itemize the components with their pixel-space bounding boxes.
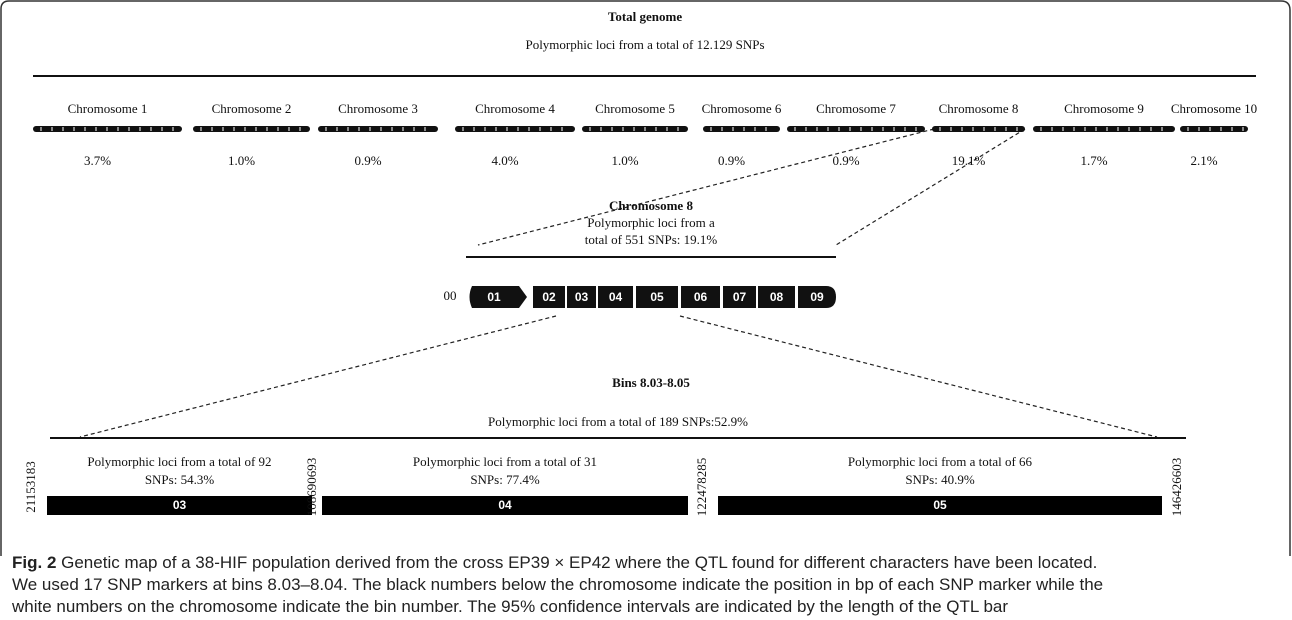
caption-line: We used 17 SNP markers at bins 8.03–8.04… — [12, 575, 1103, 594]
position: 146426603 — [1169, 458, 1184, 517]
chromosome-label: Chromosome 1 — [68, 101, 148, 116]
segment-line: Polymorphic loci from a total of 31 — [413, 454, 597, 469]
bin-label: 07 — [733, 290, 747, 304]
segment-line: SNPs: 40.9% — [905, 472, 975, 487]
title: Total genome — [608, 9, 682, 24]
bin-label: 08 — [770, 290, 784, 304]
position: 108690693 — [304, 458, 319, 517]
percent: 19.1% — [952, 153, 986, 168]
region-subtitle: Polymorphic loci from a total of 189 SNP… — [488, 414, 748, 429]
caption-line: Genetic map of a 38-HIF population deriv… — [56, 553, 1097, 572]
percent: 0.9% — [354, 153, 381, 168]
position: 122478285 — [694, 458, 709, 517]
percent: 2.1% — [1190, 153, 1217, 168]
caption-label: Fig. 2 — [12, 553, 56, 572]
caption-line: white numbers on the chromosome indicate… — [11, 597, 1008, 616]
figure: Total genome Polymorphic loci from a tot… — [0, 0, 1292, 620]
segment-line: SNPs: 77.4% — [470, 472, 540, 487]
zoom-lines — [80, 129, 1157, 437]
chromosome — [703, 126, 780, 132]
detail-title: Chromosome 8 — [609, 198, 693, 213]
chromosome — [932, 126, 1025, 132]
percent: 1.0% — [228, 153, 255, 168]
percent: 0.9% — [718, 153, 745, 168]
bin-label: 02 — [542, 290, 556, 304]
segment-line: SNPs: 54.3% — [145, 472, 215, 487]
detail-line: Polymorphic loci from a — [587, 215, 715, 230]
bin-start: 00 — [444, 288, 457, 303]
segment-bin: 03 — [173, 498, 187, 512]
chromosome — [318, 126, 438, 132]
chromosome-label: Chromosome 6 — [702, 101, 782, 116]
chromosome-label: Chromosome 7 — [816, 101, 896, 116]
bin-label: 05 — [650, 290, 664, 304]
percent: 1.0% — [611, 153, 638, 168]
chromosome — [455, 126, 575, 132]
chromosome — [582, 126, 688, 132]
bin-label: 03 — [575, 290, 589, 304]
subtitle: Polymorphic loci from a total of 12.129 … — [525, 37, 764, 52]
bin-label: 01 — [487, 290, 501, 304]
chromosome-label: Chromosome 2 — [212, 101, 292, 116]
chromosome-label: Chromosome 5 — [595, 101, 675, 116]
chromosome-label: Chromosome 9 — [1064, 101, 1144, 116]
chromosome-label: Chromosome 3 — [338, 101, 418, 116]
caption: Fig. 2 Genetic map of a 38-HIF populatio… — [12, 553, 1097, 572]
detail-line: total of 551 SNPs: 19.1% — [585, 232, 718, 247]
percent: 1.7% — [1080, 153, 1107, 168]
bin-label: 04 — [609, 290, 623, 304]
chromosome-label: Chromosome 10 — [1171, 101, 1257, 116]
chromosome — [1033, 126, 1175, 132]
chromosome-label: Chromosome 4 — [475, 101, 555, 116]
segment-line: Polymorphic loci from a total of 92 — [87, 454, 271, 469]
chromosome — [193, 126, 310, 132]
chromosome — [1180, 126, 1248, 132]
chromosome-label: Chromosome 8 — [939, 101, 1019, 116]
segment-bin: 05 — [933, 498, 947, 512]
percent: 0.9% — [832, 153, 859, 168]
chromosome — [787, 126, 925, 132]
page: {"header": {"title": "Total genome", "su… — [0, 0, 1292, 620]
percent: 4.0% — [491, 153, 518, 168]
segment-line: Polymorphic loci from a total of 66 — [848, 454, 1033, 469]
position: 21153183 — [23, 461, 38, 513]
percent: 3.7% — [84, 153, 111, 168]
region-title: Bins 8.03-8.05 — [612, 375, 690, 390]
bin-label: 06 — [694, 290, 708, 304]
bin-label: 09 — [810, 290, 824, 304]
segment-bin: 04 — [498, 498, 512, 512]
